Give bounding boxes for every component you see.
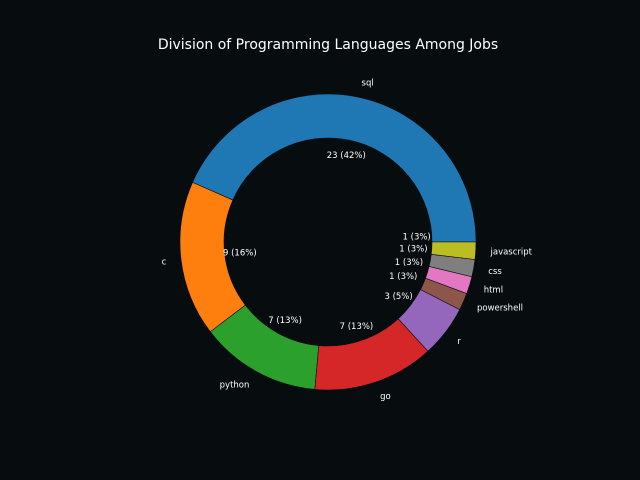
value-label-sql: 23 (42%) bbox=[327, 151, 366, 161]
chart-title: Division of Programming Languages Among … bbox=[158, 37, 498, 53]
value-label-r: 3 (5%) bbox=[384, 292, 412, 302]
value-label-python: 7 (13%) bbox=[268, 316, 302, 326]
category-label-powershell: powershell bbox=[477, 304, 523, 314]
category-label-python: python bbox=[220, 381, 250, 391]
value-label-powershell: 1 (3%) bbox=[389, 272, 417, 282]
value-label-c: 9 (16%) bbox=[223, 249, 257, 259]
category-label-sql: sql bbox=[362, 79, 374, 89]
value-label-html: 1 (3%) bbox=[395, 258, 423, 268]
category-label-css: css bbox=[488, 267, 502, 277]
value-label-go: 7 (13%) bbox=[340, 322, 374, 332]
category-label-go: go bbox=[380, 392, 391, 402]
label-group: sql 23 (42%) c 9 (16%) python 7 (13%) go 7 (13%… bbox=[162, 79, 533, 403]
category-label-r: r bbox=[457, 337, 461, 347]
value-label-css: 1 (3%) bbox=[399, 245, 427, 255]
wedge-sql bbox=[192, 93, 477, 243]
category-label-javascript: javascript bbox=[490, 248, 533, 258]
value-label-javascript: 1 (3%) bbox=[403, 232, 431, 242]
wedge-group bbox=[179, 93, 477, 391]
wedge-javascript bbox=[430, 241, 477, 260]
category-label-html: html bbox=[484, 286, 503, 296]
category-label-c: c bbox=[162, 257, 167, 267]
